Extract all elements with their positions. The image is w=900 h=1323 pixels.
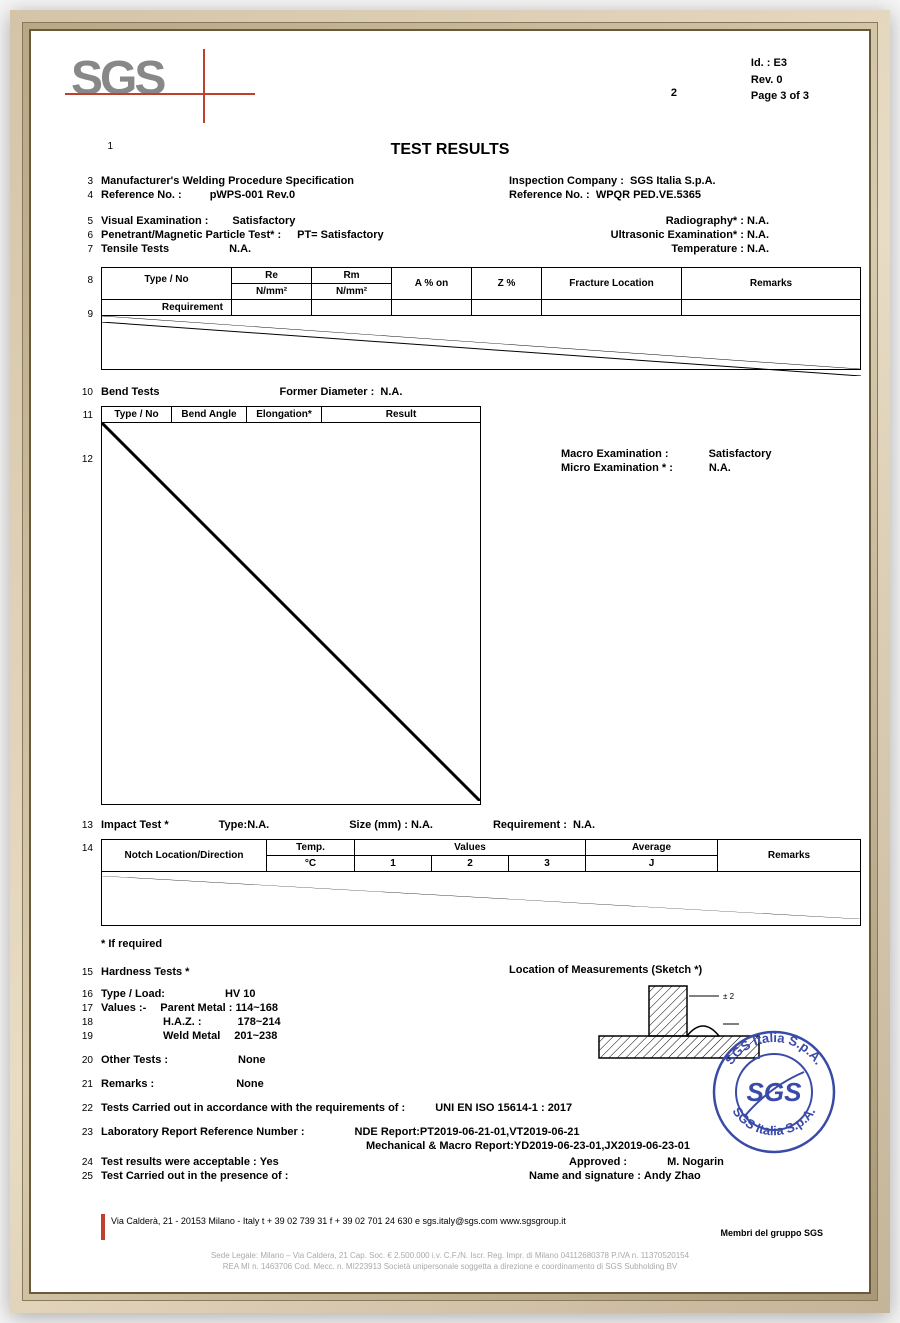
page-title: 1 TEST RESULTS — [71, 141, 829, 159]
svg-text:SGS Italia S.p.A.: SGS Italia S.p.A. — [730, 1105, 819, 1139]
note-if-required: * If required — [101, 938, 162, 950]
signature-name: Andy Zhao — [644, 1170, 701, 1182]
document-page: SGS 2 Id. : E3 Rev. 0 Page 3 of 3 1 TEST… — [29, 29, 871, 1294]
bend-tests: Bend Tests — [101, 386, 159, 398]
acceptable: Yes — [260, 1156, 279, 1168]
tensile-table: Type / No Re Rm A % on Z % Fracture Loca… — [101, 267, 861, 370]
header-meta: 2 Id. : E3 Rev. 0 Page 3 of 3 — [751, 55, 809, 105]
svg-text:SGS Italia S.p.A.: SGS Italia S.p.A. — [722, 1030, 827, 1067]
reference-no: pWPS-001 Rev.0 — [210, 189, 295, 201]
row-3: Manufacturer's Welding Procedure Specifi… — [101, 175, 354, 187]
impact-test: Impact Test * — [101, 819, 169, 831]
standard: UNI EN ISO 15614-1 : 2017 — [435, 1102, 572, 1114]
inspection-company: SGS Italia S.p.A. — [630, 175, 716, 187]
impact-table: Notch Location/Direction Temp. Values Av… — [101, 839, 861, 926]
macro-exam: Satisfactory — [709, 448, 772, 460]
haz: 178~214 — [238, 1016, 281, 1028]
footer-legal: Sede Legale: Milano – Via Caldera, 21 Ca… — [71, 1250, 829, 1272]
svg-text:SGS: SGS — [747, 1077, 803, 1107]
certificate-frame: SGS 2 Id. : E3 Rev. 0 Page 3 of 3 1 TEST… — [10, 10, 890, 1313]
weld-metal: 201~238 — [234, 1030, 277, 1042]
nde-report: NDE Report:PT2019-06-21-01,VT2019-06-21 — [355, 1126, 580, 1138]
type-load: HV 10 — [225, 988, 256, 1000]
visual-exam: Satisfactory — [232, 215, 295, 227]
sgs-logo: SGS — [71, 51, 163, 106]
footer-address: Via Calderà, 21 - 20153 Milano - Italy t… — [101, 1214, 829, 1240]
svg-text:± 2: ± 2 — [723, 992, 735, 1001]
parent-metal: 114~168 — [235, 1002, 278, 1014]
hardness-tests: Hardness Tests * — [101, 966, 189, 978]
bend-table: Type / No Bend Angle Elongation* Result — [101, 406, 481, 805]
company-stamp: SGS Italia S.p.A. SGS Italia S.p.A. SGS — [709, 1027, 839, 1162]
